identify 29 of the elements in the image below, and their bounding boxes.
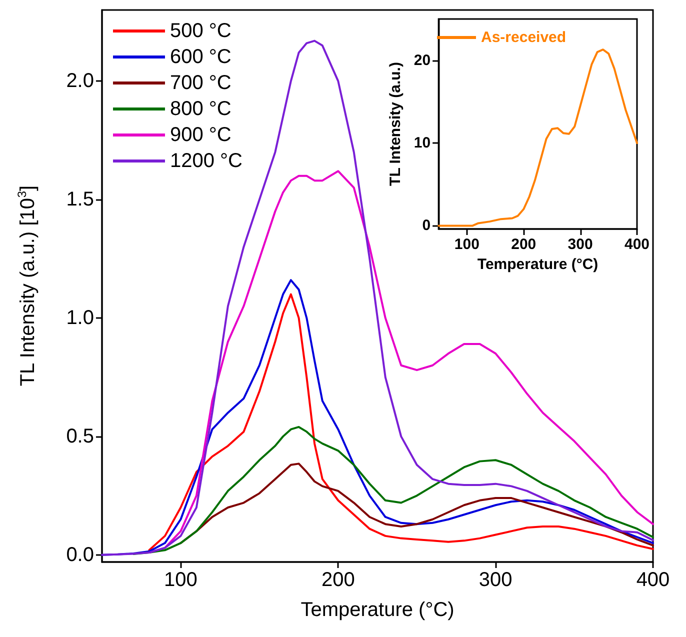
y-axis-title: TL Intensity (a.u.) — [387, 62, 404, 186]
y-tick-label: 10 — [414, 134, 431, 152]
y-tick-label: 2.0 — [66, 70, 94, 92]
legend-label: 800 °C — [170, 98, 232, 120]
x-tick-label: 300 — [568, 236, 593, 253]
legend-label: 600 °C — [170, 46, 232, 68]
x-tick-label: 100 — [164, 569, 198, 591]
y-tick-label: 1.5 — [66, 188, 94, 211]
line-series — [438, 48, 638, 227]
x-tick-label: 400 — [636, 569, 670, 591]
x-axis-title: Temperature (°C) — [300, 599, 454, 621]
y-axis-title: TL Intensity (a.u.) [103] — [15, 185, 39, 386]
legend-label: 500 °C — [170, 20, 232, 42]
y-tick-label: 0 — [422, 217, 431, 234]
legend-label: 900 °C — [170, 124, 232, 146]
x-tick-label: 300 — [478, 569, 512, 591]
legend-label: 1200 °C — [170, 150, 242, 172]
legend-label: 700 °C — [170, 72, 232, 94]
line-series — [132, 426, 654, 555]
legend-label: As-received — [481, 29, 566, 46]
y-tick-label: 1.0 — [66, 306, 94, 329]
y-tick-label: 20 — [414, 52, 431, 69]
x-tick-label: 200 — [321, 569, 355, 591]
x-tick-label: 400 — [624, 236, 650, 253]
y-tick-label: 0.5 — [66, 425, 94, 448]
x-tick-label: 100 — [454, 236, 480, 253]
x-axis-title: Temperature (°C) — [477, 256, 598, 273]
y-tick-label: 0.0 — [66, 544, 94, 566]
x-tick-label: 200 — [511, 236, 536, 253]
